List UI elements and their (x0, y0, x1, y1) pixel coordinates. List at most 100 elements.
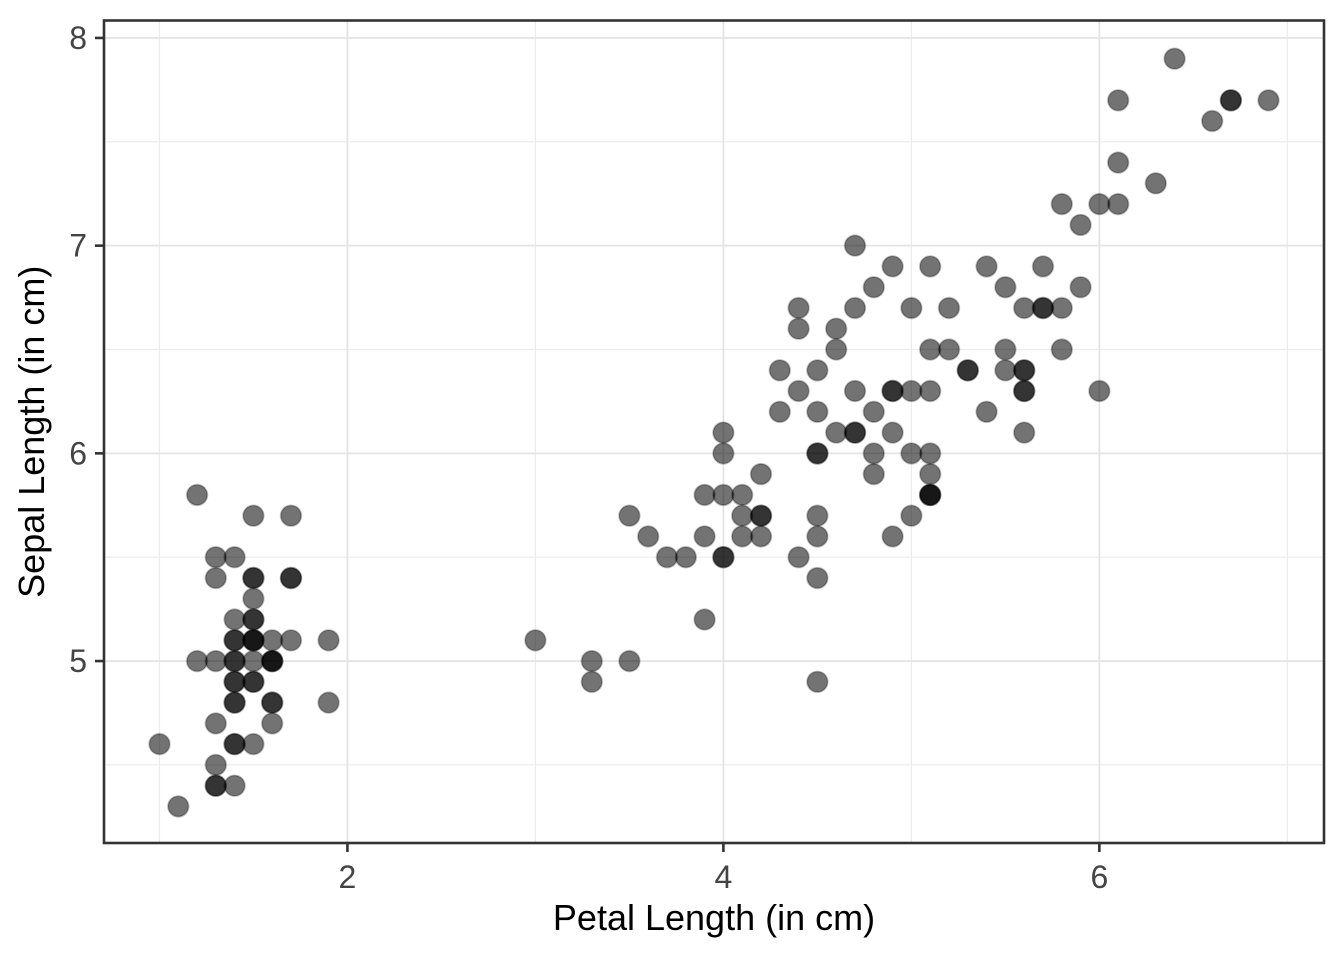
data-point (881, 421, 904, 444)
data-point (185, 649, 209, 673)
data-point (843, 234, 867, 257)
data-point (261, 629, 284, 652)
data-point (204, 566, 228, 590)
data-point (1012, 421, 1036, 444)
data-point (223, 732, 246, 756)
data-point (242, 649, 265, 673)
data-point (806, 504, 829, 527)
data-point (881, 379, 904, 403)
data-point (1069, 213, 1092, 237)
data-point (223, 774, 246, 797)
data-point (900, 504, 923, 527)
data-point (693, 525, 716, 548)
data-point (242, 629, 265, 652)
data-point (843, 421, 867, 444)
data-point (1069, 276, 1092, 299)
data-point (731, 525, 754, 548)
data-point (1050, 338, 1074, 361)
data-point (580, 670, 604, 694)
data-point (637, 525, 660, 548)
data-point (1031, 296, 1055, 320)
data-point (1012, 359, 1036, 382)
x-axis-tick-label: 6 (1090, 859, 1108, 895)
x-axis-title: Petal Length (in cm) (553, 897, 875, 938)
data-point (223, 649, 246, 673)
data-point (242, 504, 265, 527)
data-point (862, 442, 886, 465)
data-point (618, 649, 641, 673)
data-point (655, 546, 679, 569)
data-point (1144, 172, 1168, 195)
data-point (204, 649, 228, 673)
data-point (242, 566, 265, 590)
axis-tick-labels: 2 4 6 5 6 7 8 (69, 20, 1108, 895)
data-point (242, 732, 265, 756)
data-point (975, 400, 998, 424)
data-point (242, 587, 265, 610)
data-point (712, 442, 735, 465)
data-point (712, 546, 735, 569)
data-point (261, 712, 284, 735)
data-point (1200, 109, 1224, 133)
data-point (317, 691, 340, 714)
data-point (749, 525, 773, 548)
data-point (900, 442, 923, 465)
data-point (204, 546, 228, 569)
data-point (975, 255, 998, 278)
data-point (787, 546, 810, 569)
data-point (1257, 89, 1280, 112)
data-point (261, 649, 284, 673)
data-point (167, 795, 190, 818)
data-point (1163, 47, 1186, 70)
data-point (618, 504, 641, 527)
data-point (749, 462, 773, 486)
data-point (768, 359, 792, 382)
data-point (223, 691, 246, 714)
data-point (279, 629, 303, 652)
data-point (994, 338, 1017, 361)
data-point (806, 670, 829, 694)
data-point (204, 753, 228, 777)
y-axis-tick-label: 8 (69, 20, 87, 56)
data-point (1031, 255, 1055, 278)
data-point (1012, 379, 1036, 403)
data-point (1219, 89, 1243, 112)
data-point (937, 338, 961, 361)
data-point (862, 276, 886, 299)
data-point (223, 629, 246, 652)
data-point (242, 670, 265, 694)
data-point (712, 421, 735, 444)
data-point (919, 442, 942, 465)
data-point (862, 462, 886, 486)
data-point (806, 442, 829, 465)
data-points (148, 47, 1280, 818)
data-point (787, 379, 810, 403)
y-axis-tick-label: 7 (69, 228, 87, 264)
data-point (806, 525, 829, 548)
data-point (749, 504, 773, 527)
axis-ticks (95, 36, 1101, 852)
panel-border (102, 19, 1326, 845)
data-point (1050, 192, 1074, 216)
data-point (843, 379, 867, 403)
data-point (1088, 379, 1111, 403)
data-point (731, 504, 754, 527)
data-point (185, 483, 209, 507)
data-point (900, 296, 923, 320)
data-point (279, 504, 303, 527)
data-point (242, 608, 265, 631)
data-point (862, 400, 886, 424)
data-point (223, 546, 246, 569)
data-point (787, 317, 810, 340)
data-point (825, 317, 848, 340)
data-point (994, 359, 1017, 382)
y-axis-tick-label: 6 (69, 435, 87, 471)
data-point (956, 359, 980, 382)
data-point (1088, 192, 1111, 216)
data-point (261, 691, 284, 714)
y-axis-title: Sepal Length (in cm) (11, 266, 52, 598)
data-point (1106, 151, 1130, 174)
data-point (223, 608, 246, 631)
x-axis-tick-label: 2 (339, 859, 357, 895)
